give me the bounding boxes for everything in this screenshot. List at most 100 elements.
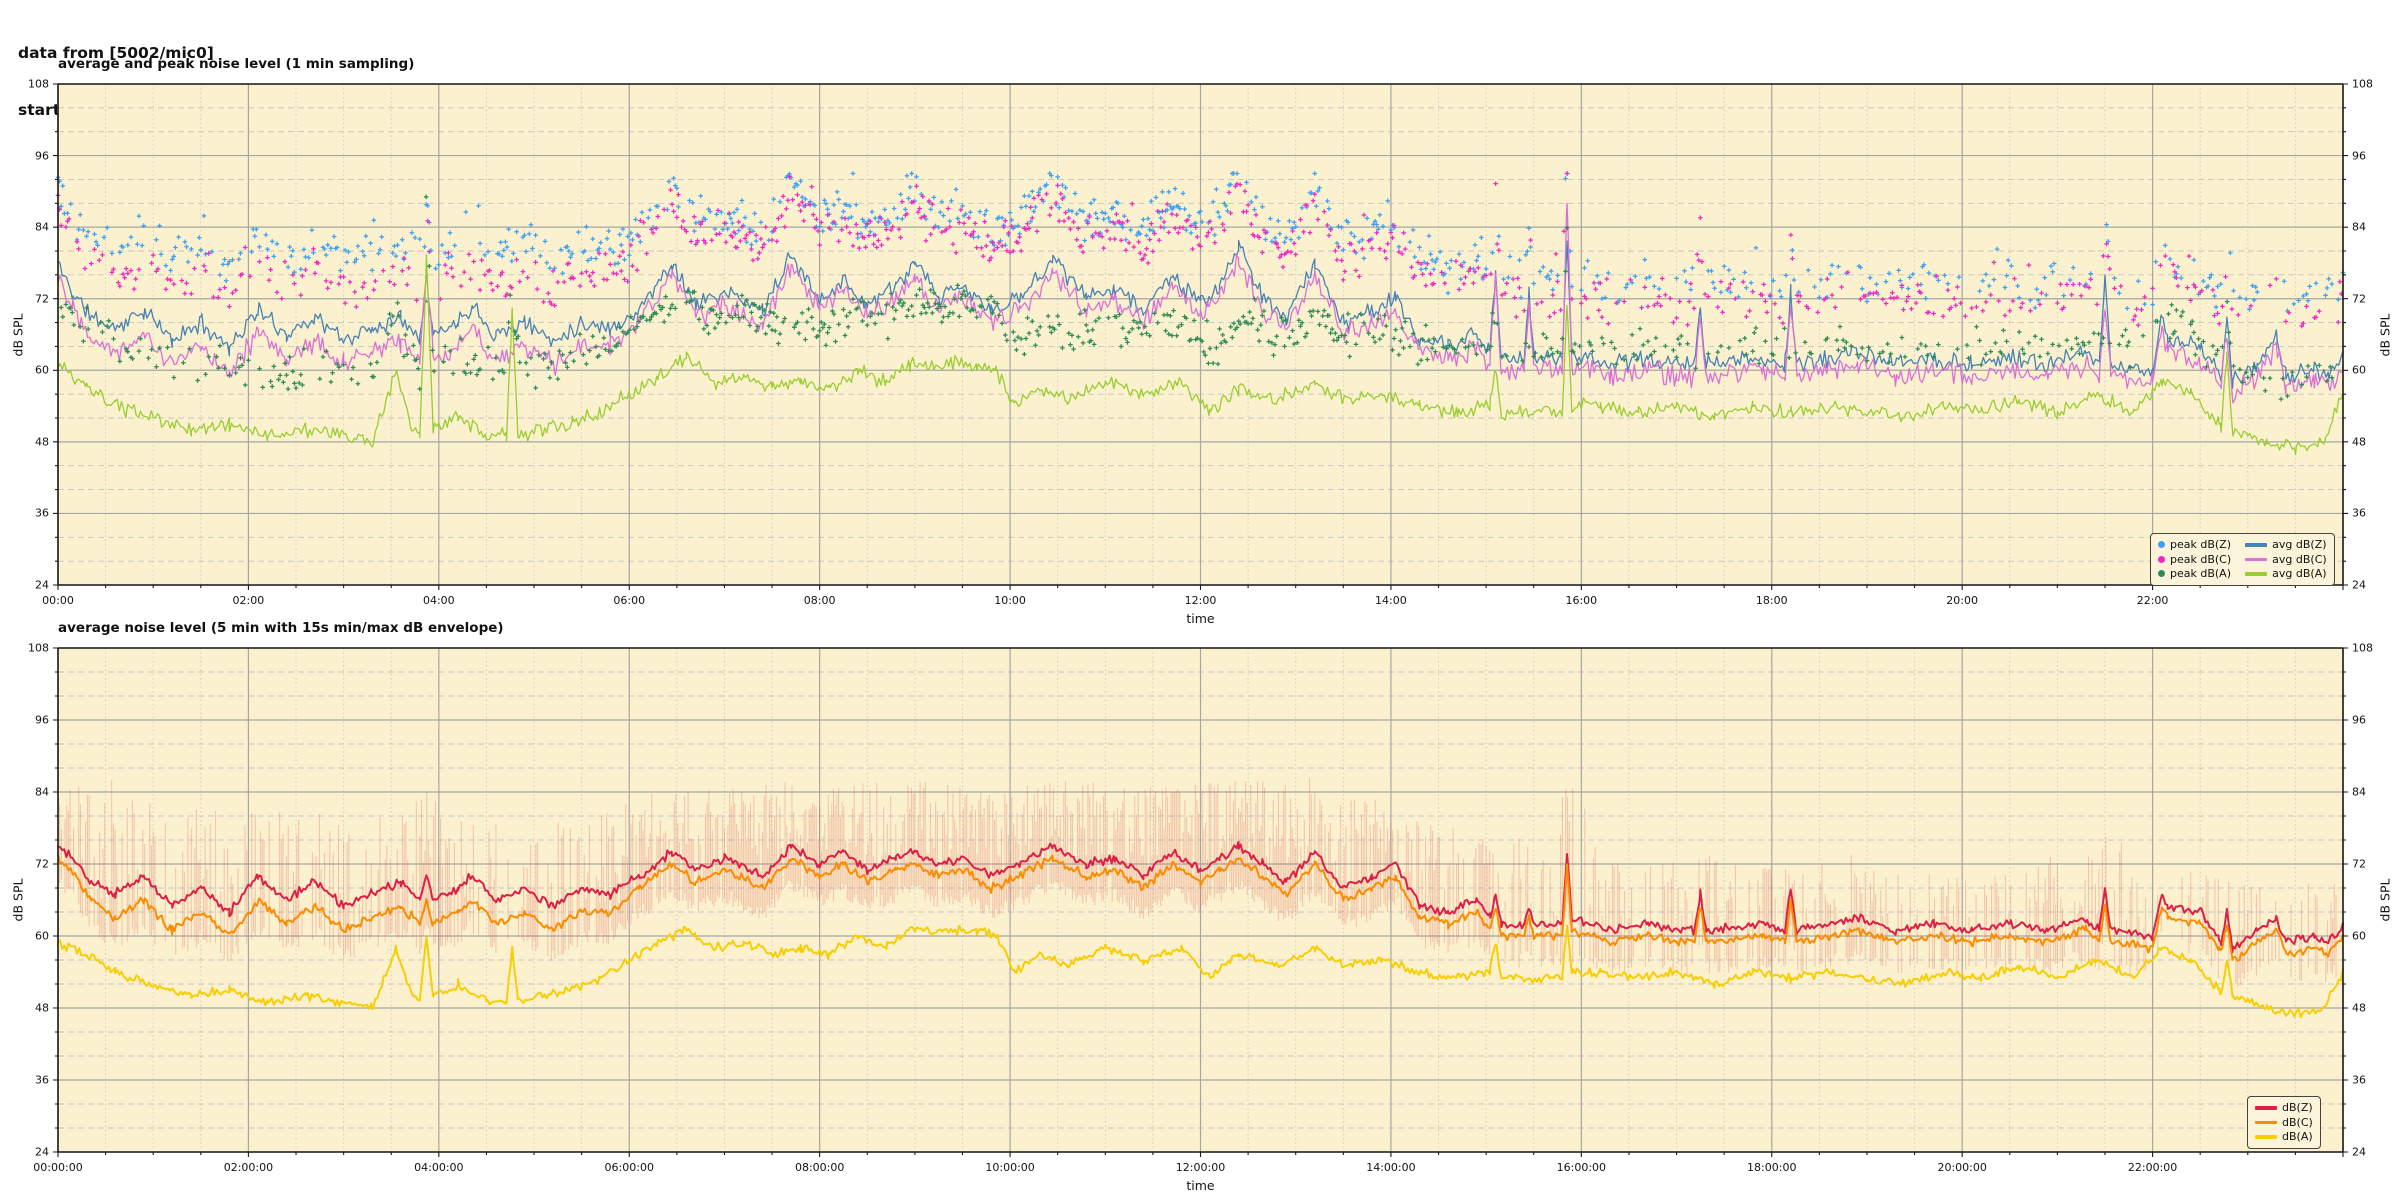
legend-label: peak dB(Z) [2170, 538, 2232, 551]
x-tick-label: 12:00 [1184, 594, 1217, 607]
x-tick-label: 08:00:00 [794, 1161, 845, 1174]
x-tick-label: 18:00:00 [1747, 1161, 1797, 1174]
legend-label: peak dB(C) [2170, 552, 2232, 566]
x-tick-label: 08:00 [803, 594, 836, 607]
y-tick-label-right: 72 [2352, 292, 2366, 306]
x-tick-label: 16:00:00 [1556, 1161, 1607, 1174]
x-tick-label: 10:00:00 [985, 1161, 1035, 1174]
legend-label: dB(A) [2282, 1130, 2313, 1143]
x-tick-label: 02:00 [232, 594, 265, 607]
legend-label: avg dB(A) [2272, 567, 2327, 580]
x-axis-label: time [1186, 611, 1215, 626]
y-tick-label-left: 36 [35, 506, 49, 520]
y-tick-label-left: 72 [35, 292, 49, 306]
legend-line-marker-icon [2245, 543, 2268, 547]
legend-dot-marker-icon [2158, 541, 2165, 549]
y-tick-label-right: 60 [2352, 929, 2366, 943]
y-axis-label-left: dB SPL [10, 878, 26, 922]
y-tick-label-right: 60 [2352, 363, 2366, 377]
y-tick-label-left: 48 [35, 435, 49, 449]
x-tick-label: 06:00:00 [604, 1161, 654, 1174]
y-tick-label-left: 48 [35, 1001, 49, 1015]
legend-column: peak dB(Z) peak dB(C) peak dB(A) [2158, 538, 2231, 581]
y-tick-label-left: 108 [28, 641, 49, 655]
legend-label: dB(Z) [2282, 1101, 2313, 1114]
y-tick-label-right: 96 [2352, 149, 2366, 163]
x-tick-label: 00:00 [42, 594, 74, 607]
x-tick-label: 04:00:00 [414, 1161, 464, 1174]
y-tick-label-left: 108 [28, 77, 49, 91]
legend-item: peak dB(A) [2158, 567, 2231, 581]
legend-line-marker-icon [2245, 572, 2268, 576]
legend-label: dB(C) [2282, 1115, 2313, 1129]
legend-label: avg dB(C) [2272, 552, 2327, 566]
y-tick-label-right: 108 [2352, 77, 2373, 91]
legend-item: dB(Z) [2255, 1101, 2313, 1115]
x-tick-label: 04:00 [422, 594, 455, 607]
x-tick-label: 14:00:00 [1366, 1161, 1416, 1174]
x-axis-label: time [1186, 1178, 1215, 1193]
legend-item: dB(C) [2255, 1116, 2313, 1130]
top-chart-title: average and peak noise level (1 min samp… [58, 56, 415, 72]
y-tick-label-right: 84 [2352, 785, 2366, 799]
y-tick-label-right: 84 [2352, 220, 2366, 234]
legend-label: avg dB(Z) [2272, 538, 2327, 551]
x-tick-label: 10:00 [994, 594, 1026, 607]
y-axis-label-right: dB SPL [2377, 878, 2393, 922]
legend-dot-marker-icon [2158, 555, 2165, 563]
y-tick-label-left: 24 [35, 1145, 49, 1159]
y-tick-label-left: 72 [35, 857, 49, 871]
x-tick-label: 14:00 [1375, 594, 1407, 607]
legend-dot-marker-icon [2158, 570, 2165, 578]
legend-item: avg dB(Z) [2245, 538, 2327, 552]
x-tick-label: 20:00 [1946, 594, 1979, 607]
x-tick-label: 02:00:00 [223, 1161, 274, 1174]
bottom-chart-title: average noise level (5 min with 15s min/… [58, 620, 504, 636]
y-tick-label-left: 36 [35, 1073, 49, 1087]
legend-line-marker-icon [2255, 1120, 2277, 1124]
y-tick-label-left: 60 [35, 929, 49, 943]
legend-item: peak dB(Z) [2158, 538, 2231, 552]
y-tick-label-right: 48 [2352, 435, 2366, 449]
x-tick-label: 22:00:00 [2127, 1161, 2178, 1174]
y-tick-label-right: 48 [2352, 1001, 2366, 1015]
y-tick-label-left: 60 [35, 363, 49, 377]
legend-column: dB(Z) dB(C) dB(A) [2255, 1101, 2313, 1144]
x-tick-label: 20:00:00 [1937, 1161, 1987, 1174]
y-tick-label-left: 96 [35, 713, 49, 727]
bottom-chart-plot [44, 634, 2357, 1166]
y-tick-label-left: 24 [35, 578, 49, 592]
y-tick-label-left: 96 [35, 149, 49, 163]
legend-line-marker-icon [2255, 1135, 2277, 1139]
top-chart-plot [44, 70, 2357, 599]
x-tick-label: 00:00:00 [33, 1161, 83, 1174]
x-tick-label: 06:00 [613, 594, 646, 607]
header-line-1: data from [5002/mic0] [18, 44, 214, 62]
legend-label: peak dB(A) [2170, 567, 2231, 580]
y-tick-label-right: 108 [2352, 641, 2373, 655]
bottom-chart-legend: dB(Z) dB(C) dB(A) [2247, 1096, 2321, 1149]
y-axis-label-left: dB SPL [10, 313, 26, 356]
legend-item: avg dB(C) [2245, 553, 2327, 567]
y-tick-label-left: 84 [35, 785, 49, 799]
top-chart-legend: peak dB(Z) peak dB(C) peak dB(A) avg dB(Z) a… [2150, 533, 2335, 586]
legend-line-marker-icon [2255, 1106, 2277, 1110]
legend-item: peak dB(C) [2158, 553, 2231, 567]
y-axis-label-right: dB SPL [2377, 313, 2393, 356]
y-tick-label-right: 96 [2352, 713, 2366, 727]
y-tick-label-right: 36 [2352, 506, 2366, 520]
legend-line-marker-icon [2245, 557, 2268, 561]
x-tick-label: 18:00 [1755, 594, 1788, 607]
x-tick-label: 16:00 [1565, 594, 1598, 607]
legend-column: avg dB(Z) avg dB(C) avg dB(A) [2245, 538, 2327, 581]
legend-item: avg dB(A) [2245, 567, 2327, 581]
y-tick-label-right: 24 [2352, 578, 2366, 592]
y-tick-label-right: 36 [2352, 1073, 2366, 1087]
x-tick-label: 22:00 [2136, 594, 2169, 607]
y-tick-label-right: 24 [2352, 1145, 2366, 1159]
y-tick-label-right: 72 [2352, 857, 2366, 871]
x-tick-label: 12:00:00 [1175, 1161, 1226, 1174]
y-tick-label-left: 84 [35, 220, 49, 234]
legend-item: dB(A) [2255, 1130, 2313, 1144]
